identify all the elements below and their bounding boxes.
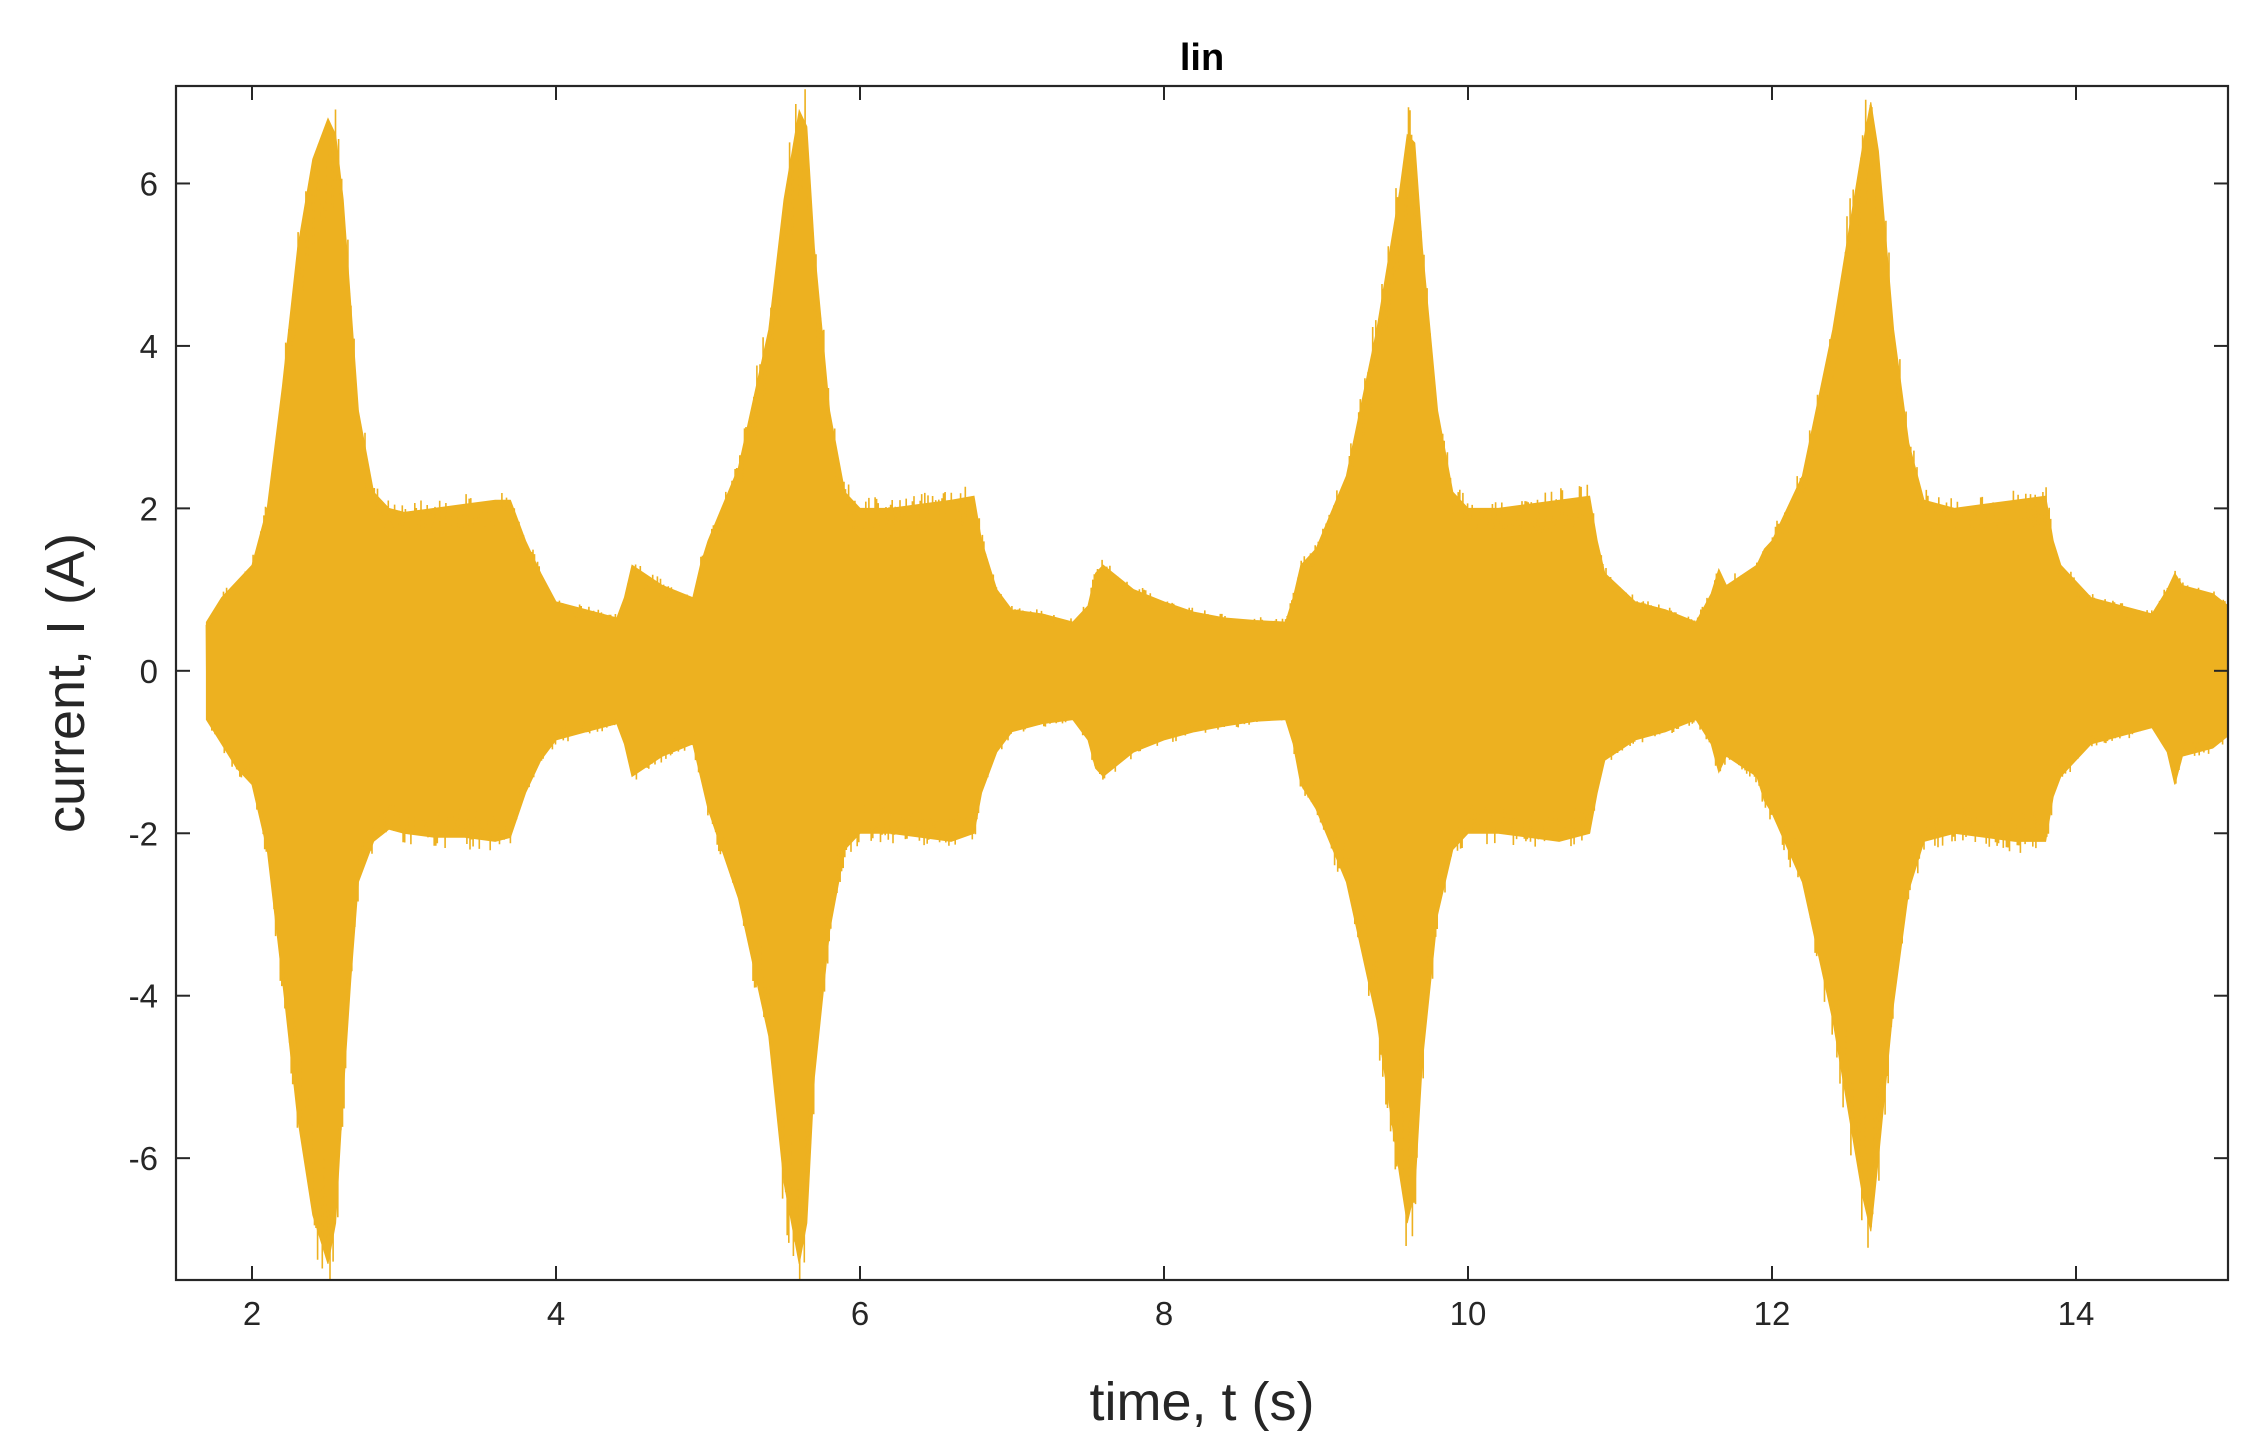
y-tick-label: 4 [140,328,158,365]
x-tick-label: 12 [1754,1295,1791,1332]
signal-line [205,89,2228,1280]
x-tick-label: 14 [2058,1295,2095,1332]
x-tick-label: 6 [851,1295,869,1332]
y-tick-label: -2 [129,815,158,852]
y-tick-label: 2 [140,490,158,527]
axis-ticks: 2 4 6 8 10 12 14 -6 -4 -2 0 2 4 6 [129,86,2228,1332]
y-tick-label: -6 [129,1140,158,1177]
y-axis-label: current, I (A) [36,533,96,833]
x-tick-label: 8 [1155,1295,1173,1332]
y-tick-label: 6 [140,165,158,202]
x-axis-label: time, t (s) [1090,1372,1315,1432]
chart-title: lin [1180,37,1224,79]
plot-area [205,89,2228,1280]
x-tick-label: 10 [1450,1295,1487,1332]
axes-box [174,84,2230,1282]
y-tick-label: -4 [129,978,158,1015]
x-tick-label: 2 [243,1295,261,1332]
x-tick-label: 4 [547,1295,565,1332]
y-tick-label: 0 [140,653,158,690]
